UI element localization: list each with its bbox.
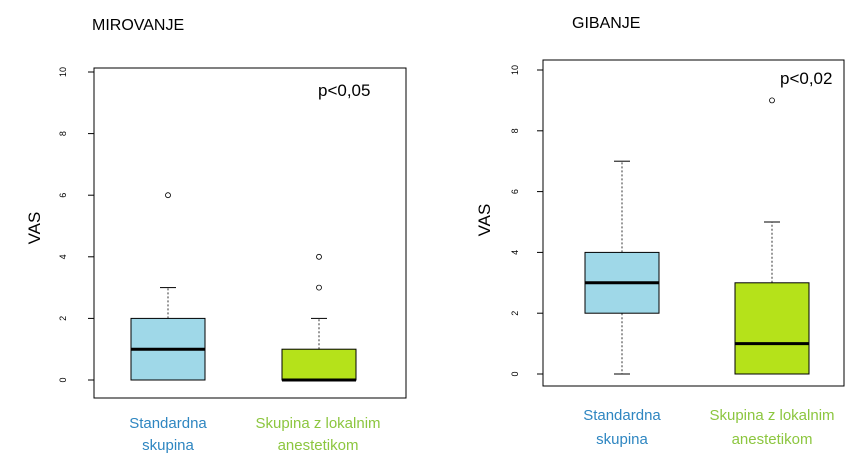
y-tick-label: 8 [510,128,520,133]
outlier-point [165,192,171,199]
y-tick-label: 8 [58,131,68,136]
x-tick-label-lokalni-line1: Skupina z lokalnim [255,415,380,432]
chart-panel-gibanje: GIBANJE VAS p<0,02 Standardna skupina Sk… [475,15,845,448]
y-tick-label: 6 [510,189,520,194]
y-tick-label: 10 [58,67,68,77]
x-tick-label-standardna-line1: Standardna [583,407,661,424]
y-tick-label: 0 [58,377,68,382]
y-tick-label: 2 [58,316,68,321]
p-value-annotation: p<0,02 [780,69,832,88]
chart-panel-mirovanje: MIROVANJE VAS p<0,05 Standardna skupina … [25,17,407,454]
y-tick-label: 10 [510,65,520,75]
panel-title: MIROVANJE [92,17,184,34]
y-tick-label: 4 [58,254,68,259]
outlier-point [316,253,322,260]
x-tick-label-standardna-line2: skupina [596,431,648,448]
y-tick-label: 6 [58,193,68,198]
p-value-annotation: p<0,05 [318,81,370,100]
x-tick-label-lokalni-line1: Skupina z lokalnim [709,407,834,424]
outlier-point [316,284,322,291]
box-iqr [734,282,810,375]
y-tick-label: 4 [510,250,520,255]
x-tick-label-lokalni-line2: anestetikom [278,437,359,454]
x-tick-label-standardna-line1: Standardna [129,415,207,432]
x-tick-label-standardna-line2: skupina [142,437,194,454]
y-axis-label: VAS [25,212,44,245]
box-iqr [281,348,357,381]
panel-title: GIBANJE [572,15,640,32]
y-axis-label: VAS [475,204,494,237]
y-tick-label: 0 [510,371,520,376]
x-tick-label-lokalni-line2: anestetikom [732,431,813,448]
outlier-point [769,97,775,104]
y-tick-label: 2 [510,311,520,316]
